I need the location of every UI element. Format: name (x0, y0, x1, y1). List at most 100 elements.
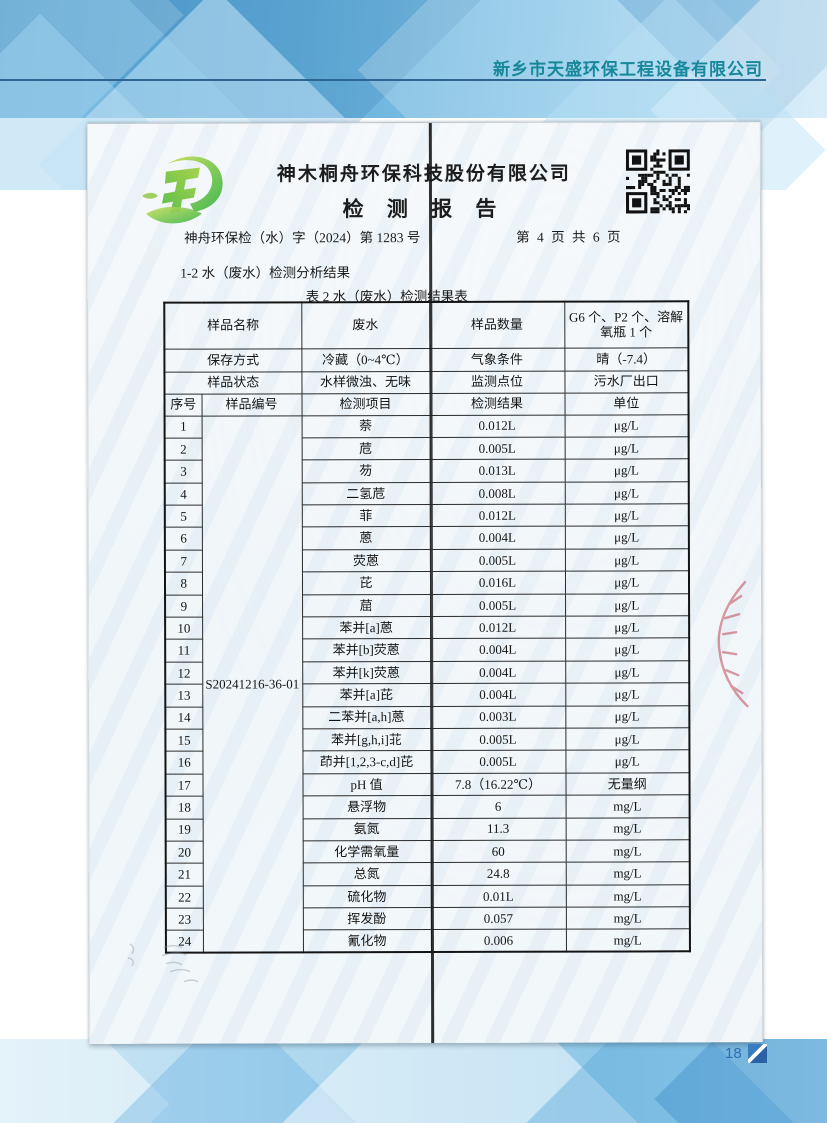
section-label: 1-2 水（废水）检测分析结果 (180, 265, 351, 281)
info-key: 气象条件 (429, 347, 565, 371)
row-number-cell: 5 (164, 505, 202, 528)
row-number-cell: 12 (165, 661, 203, 685)
info-value: 冷藏（0~4℃） (301, 347, 430, 372)
row-number-cell: 15 (165, 729, 203, 752)
result-cell: 0.012L (430, 616, 566, 639)
row-number-cell: 2 (164, 437, 202, 461)
item-cell: 䓛 (302, 594, 431, 617)
unit-cell: 无量纲 (565, 772, 690, 796)
item-cell: 总氮 (302, 862, 431, 886)
info-key: 监测点位 (429, 370, 565, 393)
row-number-cell: 1 (164, 415, 202, 439)
row-number-cell: 17 (165, 773, 203, 797)
result-cell: 0.004L (430, 683, 566, 707)
item-cell: 芴 (301, 459, 430, 483)
unit-cell: μg/L (564, 459, 689, 482)
unit-cell: μg/L (564, 481, 689, 505)
footer-logo-icon (747, 1044, 767, 1063)
info-value: 晴（-7.4） (564, 347, 689, 371)
row-number-cell: 10 (165, 617, 203, 640)
item-cell: 化学需氧量 (302, 840, 431, 864)
unit-cell: mg/L (565, 884, 690, 908)
result-cell: 0.004L (430, 638, 566, 662)
unit-cell: mg/L (565, 906, 690, 930)
unit-cell: μg/L (565, 660, 690, 684)
row-number-cell: 13 (165, 684, 203, 707)
row-number-cell: 4 (164, 482, 202, 506)
item-cell: 苯并[b]荧蒽 (302, 638, 431, 662)
red-stamp-fragment (717, 580, 749, 708)
results-body: 1 S20241216-36-01 萘 0.012L μg/L 2 苊 0.005L μg/L 3… (164, 414, 690, 954)
info-row: 样品名称 废水 样品数量 G6 个、P2 个、溶解氧瓶 1 个 (164, 301, 689, 349)
result-cell: 0.01L (430, 884, 566, 908)
row-number-cell: 9 (165, 594, 203, 618)
report-title: 检 测 报 告 (342, 196, 506, 222)
unit-cell: μg/L (565, 615, 690, 639)
unit-cell: μg/L (564, 503, 689, 527)
info-value: 废水 (301, 301, 430, 349)
item-cell: 菲 (301, 504, 430, 528)
item-cell: 二氢苊 (301, 482, 430, 505)
result-cell: 0.005L (429, 437, 565, 460)
unit-cell: μg/L (565, 727, 690, 751)
item-cell: 悬浮物 (302, 795, 431, 819)
bottom-background-band (0, 1039, 827, 1123)
top-background-band (0, 0, 827, 190)
item-cell: 蒽 (301, 526, 430, 550)
result-cell: 0.008L (429, 481, 565, 505)
item-cell: 挥发酚 (302, 907, 431, 931)
row-number-cell: 3 (164, 460, 202, 483)
result-cell: 24.8 (430, 862, 566, 886)
row-number-cell: 7 (164, 549, 202, 573)
unit-cell: μg/L (564, 436, 689, 460)
info-header-rows: 样品名称 废水 样品数量 G6 个、P2 个、溶解氧瓶 1 个 保存方式 冷藏（… (164, 301, 689, 416)
col-header-item: 检测项目 (301, 392, 430, 416)
unit-cell: mg/L (565, 794, 690, 818)
result-cell: 0.005L (429, 548, 565, 572)
row-number-cell: 22 (165, 885, 203, 909)
info-row: 保存方式 冷藏（0~4℃） 气象条件 晴（-7.4） (164, 347, 689, 372)
item-cell: 苯并[a]芘 (302, 683, 431, 707)
unit-cell: μg/L (565, 682, 690, 706)
info-value: 污水厂出口 (564, 370, 689, 393)
result-cell: 0.012L (429, 414, 565, 438)
column-header-row: 序号 样品编号 检测项目 检测结果 单位 (164, 392, 689, 416)
item-cell: 茚并[1,2,3-c,d]芘 (302, 750, 431, 774)
result-cell: 60 (430, 840, 566, 863)
unit-cell: mg/L (565, 839, 690, 863)
scanned-report-page: 神木桐舟环保科技股份有限公司 检 测 报 告 神舟环保检（水）字（2024）第 … (86, 121, 764, 1044)
report-company-name: 神木桐舟环保科技股份有限公司 (276, 163, 571, 186)
unit-cell: mg/L (565, 862, 690, 885)
item-cell: 苯并[a]蒽 (302, 616, 431, 640)
result-cell: 6 (430, 795, 566, 819)
unit-cell: μg/L (564, 414, 689, 438)
item-cell: 氰化物 (302, 929, 431, 953)
row-number-cell: 6 (164, 527, 202, 551)
row-number-cell: 14 (165, 706, 203, 730)
unit-cell: μg/L (565, 705, 690, 729)
info-row: 样品状态 水样微浊、无味 监测点位 污水厂出口 (164, 370, 689, 394)
report-page-info: 第 4 页 共 6 页 (516, 229, 623, 245)
item-cell: 荧蒽 (301, 549, 430, 573)
results-table: 样品名称 废水 样品数量 G6 个、P2 个、溶解氧瓶 1 个 保存方式 冷藏（… (163, 300, 691, 955)
row-number-cell: 18 (165, 796, 203, 819)
result-cell: 0.006 (430, 929, 566, 953)
footer-page-mark: 18 (725, 1044, 767, 1063)
row-number-cell: 19 (165, 818, 203, 842)
table-row: 1 S20241216-36-01 萘 0.012L μg/L (164, 414, 689, 953)
info-key: 保存方式 (164, 348, 302, 372)
qr-code (625, 149, 691, 214)
item-cell: 芘 (301, 571, 431, 595)
result-cell: 0.057 (430, 907, 566, 930)
pencil-scribble (127, 943, 199, 983)
info-value: 水样微浊、无味 (301, 370, 430, 394)
info-value: G6 个、P2 个、溶解氧瓶 1 个 (564, 301, 689, 348)
unit-cell: μg/L (564, 571, 690, 594)
unit-cell: mg/L (565, 817, 690, 841)
row-number-cell: 23 (165, 908, 203, 931)
col-header-no: 序号 (164, 393, 202, 416)
item-cell: pH 值 (302, 773, 431, 796)
unit-cell: μg/L (564, 548, 689, 572)
result-cell: 0.004L (430, 660, 566, 684)
page-number: 18 (725, 1045, 742, 1062)
